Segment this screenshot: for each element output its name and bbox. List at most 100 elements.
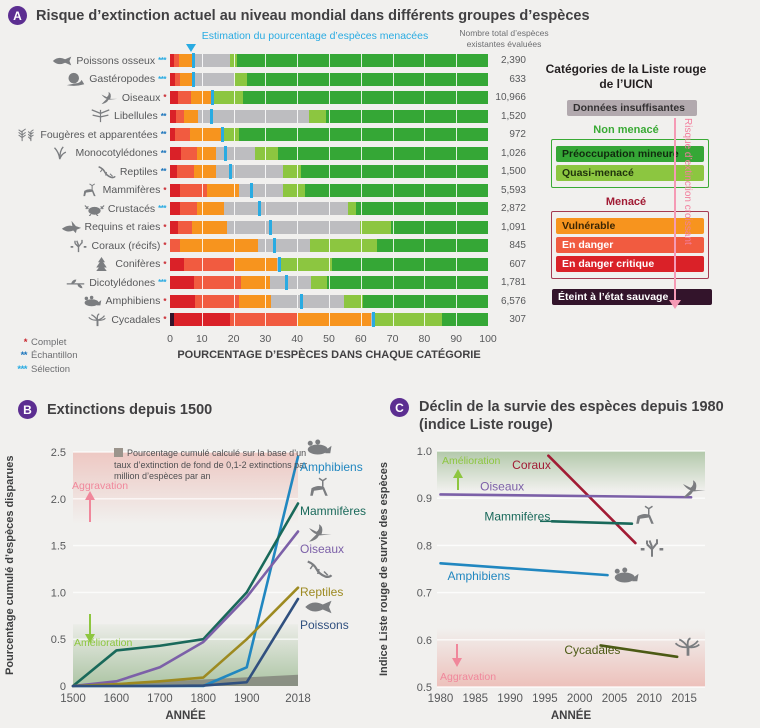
- completeness-stars: ***: [158, 204, 166, 213]
- table-row: Coraux (récifs) * 845: [0, 238, 530, 253]
- series-mammifères: [550, 520, 634, 525]
- gridline: [360, 239, 362, 252]
- legend-chip-near-threatened: Quasi-menacé: [556, 165, 704, 181]
- gridline: [392, 220, 394, 234]
- segment-vu: [207, 183, 239, 197]
- segment-cr: [170, 183, 181, 197]
- segment-lc: [326, 276, 488, 289]
- y-tick-label: 0.7: [417, 588, 432, 600]
- series-amphibiens: [439, 562, 609, 577]
- segment-dd: [257, 239, 310, 252]
- panel-a-title: Risque d’extinction actuel au niveau mon…: [36, 7, 590, 24]
- segment-dd: [223, 202, 349, 215]
- gridline: [424, 239, 426, 252]
- completeness-stars: **: [160, 111, 167, 121]
- x-tick-label: 2005: [602, 693, 628, 705]
- gridline: [392, 109, 394, 123]
- segment-cr: [170, 146, 182, 160]
- footnote: *** Sélection: [12, 363, 77, 376]
- gridline: [360, 202, 362, 215]
- gridline: [265, 183, 267, 197]
- completeness-stars: ***: [158, 74, 166, 84]
- gridline: [201, 294, 203, 308]
- completeness-stars: ***: [158, 56, 166, 65]
- completeness-stars: **: [160, 167, 167, 176]
- x-tick-label: 1800: [191, 693, 217, 705]
- gridline: [456, 91, 458, 104]
- segment-lc: [442, 313, 488, 326]
- gridline: [456, 128, 458, 141]
- gridline: [201, 109, 203, 123]
- species-count: 2,390: [500, 55, 526, 66]
- panel-b-ylabel: Pourcentage cumulé d’espèces disparues: [4, 455, 16, 675]
- segment-cr: [170, 54, 175, 67]
- segment-cr: [170, 72, 175, 86]
- completeness-stars: **: [160, 148, 167, 158]
- gridline: [392, 239, 394, 252]
- gridline: [265, 146, 267, 160]
- palm-icon: [673, 636, 703, 658]
- stacked-bar: [170, 127, 488, 142]
- gridline: [424, 257, 426, 271]
- gridline: [265, 165, 267, 178]
- species-name: Coraux (récifs): [91, 239, 161, 252]
- species-name: Crustacés: [107, 202, 156, 215]
- gridline: [233, 183, 235, 197]
- series-mammifères: [71, 502, 300, 688]
- species-label: Requins et raies *: [0, 220, 166, 234]
- legend-title: Catégories de la Liste rouge de l’UICN: [531, 62, 721, 92]
- segment-en: [176, 165, 195, 178]
- segment-cr: [170, 165, 177, 178]
- improvement-arrowhead-icon: [453, 469, 463, 478]
- gridline: [424, 294, 426, 308]
- table-row: Dicotylédones *** 1,781: [0, 275, 530, 290]
- series-label-amphibiens: Amphibiens: [300, 460, 363, 474]
- stacked-bar: [170, 293, 488, 309]
- segment-lc: [236, 54, 488, 67]
- gridline: [456, 146, 458, 160]
- species-name: Fougères et apparentées: [40, 128, 158, 141]
- axis-tick-label: 70: [386, 333, 399, 345]
- segment-vu: [190, 128, 223, 141]
- gridline: [424, 220, 426, 234]
- fern-icon: [16, 127, 37, 142]
- gridline: [297, 91, 299, 104]
- gridline: [233, 146, 235, 160]
- segment-dd: [238, 183, 283, 197]
- gridline: [456, 109, 458, 123]
- segment-lc: [246, 72, 488, 86]
- stacked-bar: [170, 238, 488, 253]
- series-poissons: [71, 597, 300, 688]
- worsening-gradient: [73, 452, 298, 524]
- table-row: Monocotylédones ** 1,026: [0, 145, 530, 161]
- species-count-note-line2: existantes évaluées: [466, 38, 542, 49]
- segment-en: [181, 146, 198, 160]
- species-label: Mammifères *: [0, 183, 166, 197]
- gridline: [360, 183, 362, 197]
- background-rate-note-text: Pourcentage cumulé calculé sur la base d…: [114, 448, 308, 482]
- series-oiseaux: [439, 493, 693, 499]
- species-name: Conifères: [115, 258, 161, 270]
- worsening-gradient: [437, 628, 705, 687]
- gridline: [297, 276, 299, 289]
- improvement-label: Amélioration: [74, 637, 133, 649]
- stacked-bar: [170, 108, 488, 124]
- species-name: Libellules: [113, 110, 158, 122]
- gridline: [233, 91, 235, 104]
- gridline: [329, 313, 330, 326]
- x-tick-label: 1990: [497, 693, 523, 705]
- legend-threatened-box: Vulnérable En danger En danger critique: [551, 211, 709, 279]
- gridline: [329, 128, 330, 141]
- table-row: Oiseaux * 10,966: [0, 90, 530, 105]
- axis-tick-label: 40: [291, 333, 304, 345]
- axis-tick-label: 20: [227, 333, 240, 345]
- gridline: [329, 257, 330, 271]
- gridline: [424, 146, 426, 160]
- axis-tick-label: 80: [418, 333, 431, 345]
- segment-dd: [192, 72, 234, 86]
- gridline: [392, 165, 394, 178]
- gridline: [360, 294, 362, 308]
- segment-nt: [282, 183, 306, 197]
- segment-cr: [170, 128, 176, 141]
- gridline: [456, 239, 458, 252]
